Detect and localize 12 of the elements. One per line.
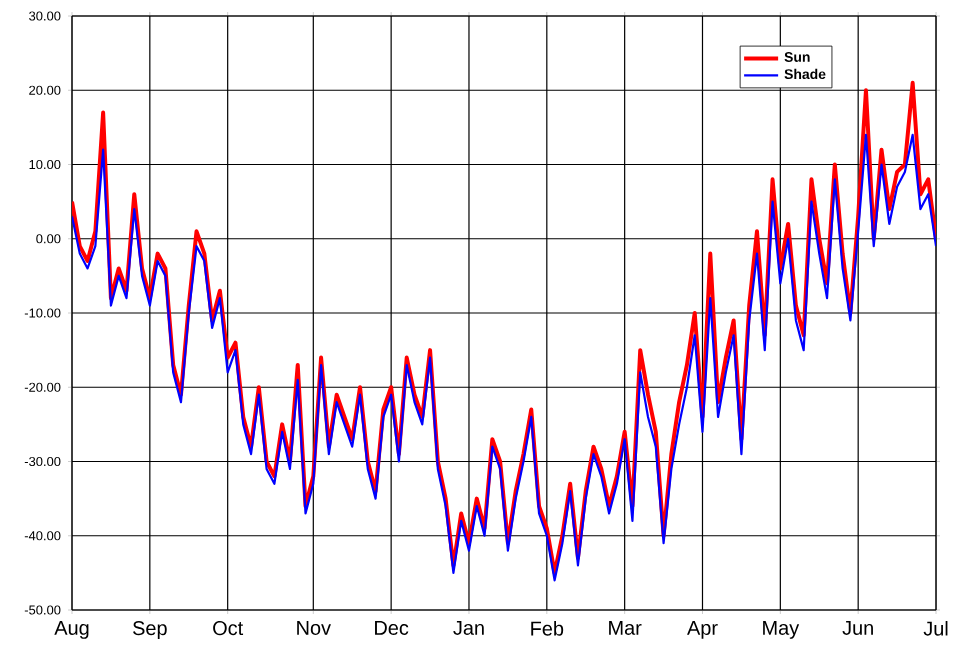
x-tick-label: Mar: [609, 621, 642, 635]
x-tick-label: Sep: [133, 621, 167, 640]
x-tick-label: Apr: [687, 621, 718, 639]
x-tick-label: Jun: [842, 621, 873, 635]
x-tick-label: May: [763, 621, 800, 639]
x-tick-label: Jul: [923, 621, 948, 636]
x-tick-label: Aug: [54, 621, 89, 639]
x-tick-label: Oct: [213, 621, 244, 636]
x-tick-label: Jan: [453, 621, 484, 635]
x-tick-label: Nov: [297, 621, 331, 635]
x-tick-label: Dec: [375, 621, 409, 635]
x-tick-label: Feb: [531, 621, 564, 636]
